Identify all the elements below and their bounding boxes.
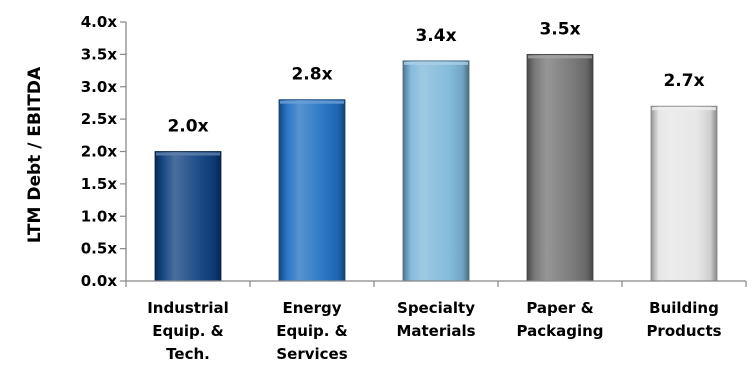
data-label: 2.7x	[663, 71, 704, 91]
x-category-label: Equip. &	[276, 322, 348, 340]
bar-highlight	[156, 152, 220, 156]
bar	[154, 151, 222, 282]
y-tick-label: 0.5x	[81, 240, 118, 258]
data-label: 3.5x	[539, 19, 580, 39]
y-tick-label: 2.5x	[81, 110, 118, 128]
data-label: 3.4x	[415, 26, 456, 46]
y-tick-label: 1.0x	[81, 207, 118, 225]
y-tick-label: 4.0x	[81, 13, 118, 31]
y-tick-label: 2.0x	[81, 143, 118, 161]
data-label: 2.0x	[167, 117, 208, 137]
x-category-label: Packaging	[517, 322, 604, 340]
y-axis-title: LTM Debt / EBITDA	[25, 66, 45, 243]
x-category-label: Specialty	[397, 299, 475, 317]
bar	[650, 105, 718, 282]
y-tick-label: 3.5x	[81, 45, 118, 63]
y-tick-label: 3.0x	[81, 78, 118, 96]
data-label: 2.8x	[291, 65, 332, 85]
x-category-label: Tech.	[166, 345, 210, 363]
bar-highlight	[652, 107, 716, 111]
x-category-label: Products	[646, 322, 721, 340]
x-category-label: Materials	[396, 322, 475, 340]
x-category-label: Paper &	[526, 299, 593, 317]
x-category-label: Industrial	[147, 299, 229, 317]
x-category-label: Services	[276, 345, 347, 363]
y-tick-label: 1.5x	[81, 175, 118, 193]
y-tick-label: 0.0x	[81, 272, 118, 290]
bar	[526, 53, 594, 282]
bar-highlight	[404, 61, 468, 65]
bar	[402, 60, 470, 282]
bar-highlight	[528, 55, 592, 59]
x-category-label: Equip. &	[152, 322, 224, 340]
bar	[278, 99, 346, 282]
x-category-label: Building	[649, 299, 719, 317]
bar-highlight	[280, 100, 344, 104]
x-category-label: Energy	[282, 299, 341, 317]
